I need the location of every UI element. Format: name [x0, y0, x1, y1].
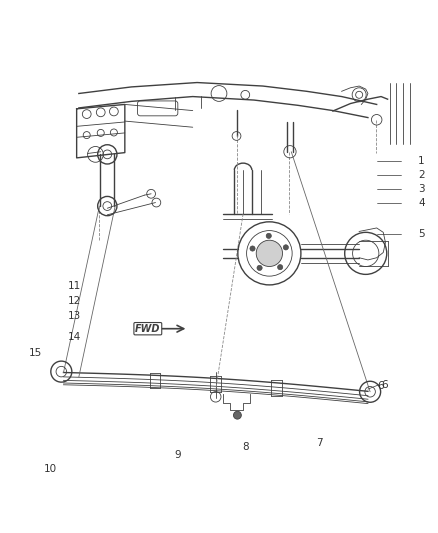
Circle shape: [257, 265, 262, 271]
Text: 9: 9: [174, 450, 181, 460]
Circle shape: [256, 240, 283, 266]
Text: 15: 15: [28, 348, 42, 358]
Text: 13: 13: [68, 311, 81, 321]
Text: 6: 6: [378, 381, 385, 391]
Circle shape: [266, 233, 272, 238]
Text: 6: 6: [381, 379, 388, 390]
Text: 2: 2: [418, 169, 425, 180]
Text: 4: 4: [418, 198, 425, 208]
Text: 14: 14: [68, 332, 81, 342]
Text: 12: 12: [68, 296, 81, 305]
Circle shape: [278, 264, 283, 270]
Circle shape: [250, 246, 255, 251]
Text: 11: 11: [68, 281, 81, 291]
Text: 10: 10: [44, 464, 57, 474]
Text: FWD: FWD: [135, 324, 161, 334]
Text: 3: 3: [418, 183, 425, 193]
Circle shape: [233, 411, 241, 419]
Circle shape: [283, 245, 289, 250]
Text: 5: 5: [418, 229, 425, 239]
Text: 8: 8: [242, 442, 249, 452]
Text: 7: 7: [316, 438, 323, 448]
Text: 1: 1: [418, 156, 425, 166]
